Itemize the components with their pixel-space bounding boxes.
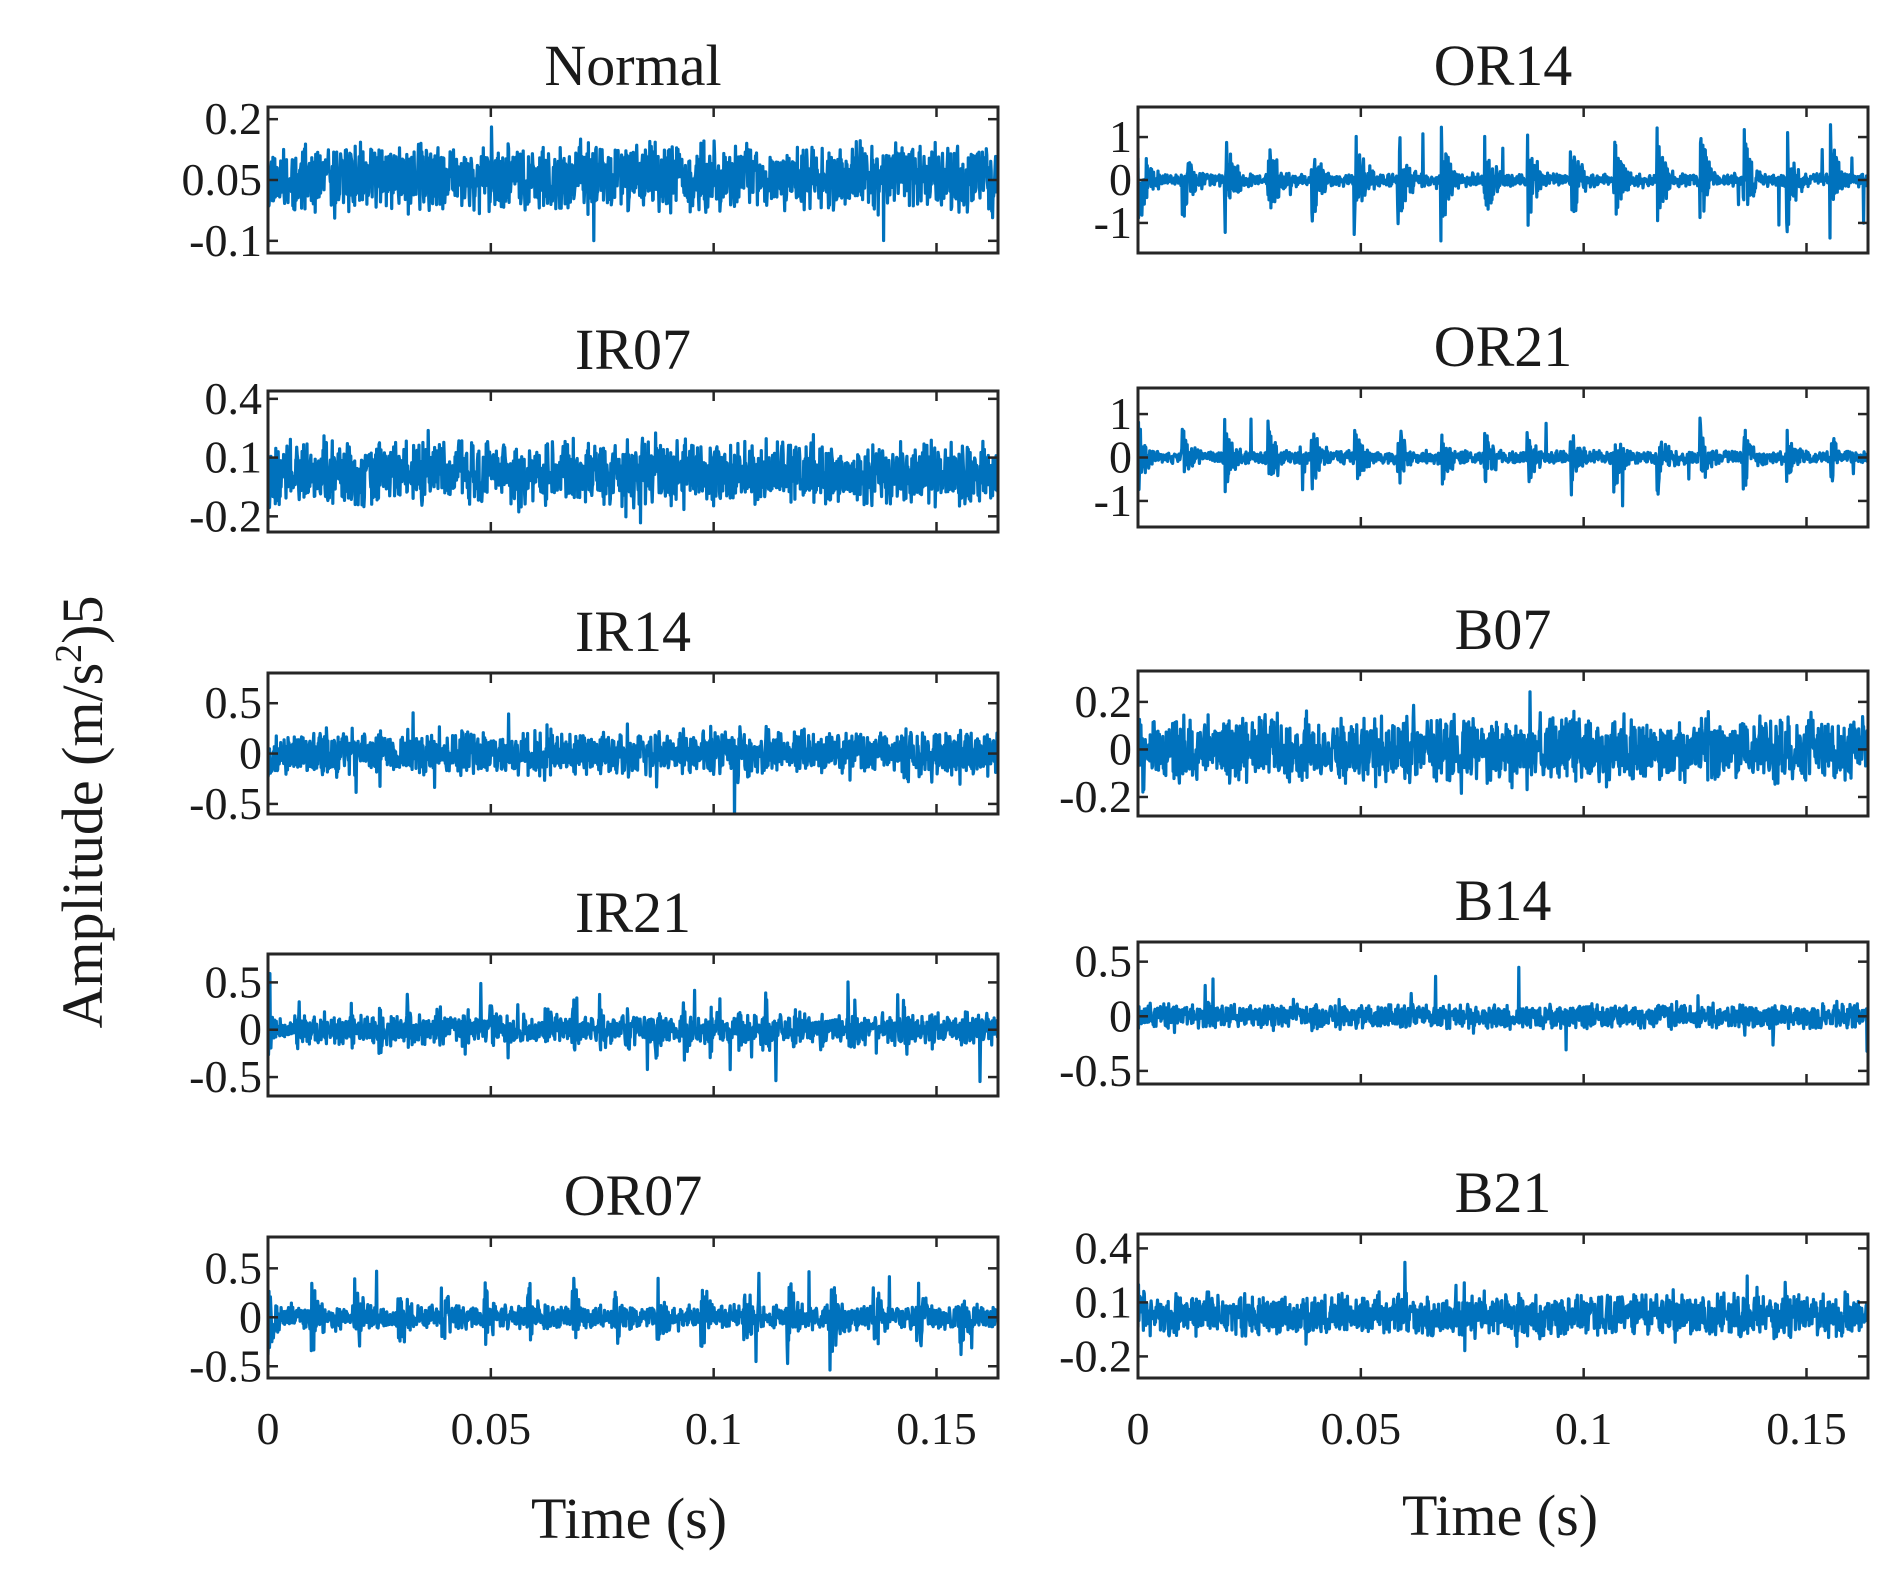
subplot-b07: B07 -0.200.2 (1059, 597, 1870, 822)
y-tick-label-or21: 1 (1109, 388, 1132, 439)
x-axis-label-right: Time (s) (1402, 1483, 1598, 1548)
panel-title-b14: B14 (1455, 868, 1552, 933)
axes-frame-ir14 (266, 671, 1000, 816)
panel-title-b07: B07 (1455, 597, 1552, 662)
y-tick-label-normal: -0.1 (189, 215, 262, 266)
signal-line-b14 (1138, 965, 1868, 1053)
signal-line-or21 (1138, 416, 1868, 508)
y-tick-label-b21: 0.4 (1075, 1222, 1133, 1273)
y-tick-label-or14: -1 (1094, 197, 1132, 248)
y-tick-label-ir07: -0.2 (189, 490, 262, 541)
x-tick-label-right: 0.15 (1766, 1403, 1847, 1454)
y-tick-label-b14: 0.5 (1075, 936, 1133, 987)
y-tick-label-b21: -0.2 (1059, 1330, 1132, 1381)
subplot-b14: B14 -0.500.5 (1059, 868, 1870, 1096)
y-tick-label-or14: 0 (1109, 154, 1132, 205)
subplot-grid: Normal-0.10.050.2IR07-0.20.10.4IR14-0.50… (182, 33, 1870, 1454)
subplot-or21: OR21 -101 (1094, 314, 1870, 529)
subplot-ir07: IR07 -0.2 0.1 0.4 (189, 317, 1000, 541)
signal-line-b07 (1138, 690, 1868, 795)
y-tick-label-ir21: 0.5 (205, 956, 263, 1007)
signal-line-or14 (1138, 123, 1868, 243)
y-tick-label-ir21: 0 (239, 1004, 262, 1055)
panel-title-normal: Normal (544, 33, 721, 98)
y-tick-label-ir14: 0 (239, 728, 262, 779)
axes-frame-ir07 (266, 389, 1000, 534)
panel-title-or07: OR07 (564, 1163, 703, 1228)
x-axis-label-left: Time (s) (531, 1486, 727, 1551)
signal-line-ir14 (268, 711, 998, 814)
subplot-b21: B21-0.20.10.40 0.05 0.1 0.15 (1059, 1160, 1870, 1454)
y-tick-label-normal: 0.2 (205, 93, 263, 144)
subplot-ir14: IR14 -0.500.5 (189, 599, 1000, 829)
x-tick-label-right: 0.1 (1555, 1403, 1613, 1454)
panel-title-or21: OR21 (1434, 314, 1573, 379)
axes-frame-ir21 (266, 952, 1000, 1098)
y-tick-label-b07: 0.2 (1075, 676, 1133, 727)
subplot-ir21: IR21 -0.500.5 (189, 880, 1000, 1102)
y-axis-label-text: Amplitude (m/s (50, 663, 115, 1029)
subplot-or14: OR14 -101 (1094, 33, 1870, 255)
subplot-or07: OR07-0.500.50 0.05 0.1 0.15 (189, 1163, 1000, 1454)
subplot-normal: Normal -0.1 0.05 0.2 (182, 33, 1000, 266)
y-tick-label-ir07: 0.4 (205, 373, 263, 424)
y-tick-label-or14: 1 (1109, 111, 1132, 162)
axes-frame-b14 (1136, 940, 1870, 1086)
y-tick-label-or07: 0 (239, 1291, 262, 1342)
y-tick-label-normal: 0.05 (182, 154, 263, 205)
signal-line-normal (268, 125, 998, 243)
y-tick-label-ir21: -0.5 (189, 1051, 262, 1102)
x-tick-label-right: 0 (1127, 1403, 1150, 1454)
y-tick-label-b14: -0.5 (1059, 1045, 1132, 1096)
y-tick-label-ir14: 0.5 (205, 677, 263, 728)
y-tick-label-b14: 0 (1109, 990, 1132, 1041)
signal-line-or07 (268, 1269, 998, 1372)
y-tick-label-ir14: -0.5 (189, 778, 262, 829)
axes-frame-b07 (1136, 669, 1870, 818)
y-axis-label-exponent: 2 (48, 644, 90, 663)
panel-title-ir21: IR21 (575, 880, 691, 945)
x-tick-label-right: 0.05 (1321, 1403, 1402, 1454)
signal-line-ir21 (268, 971, 998, 1084)
signal-line-ir07 (268, 428, 998, 525)
y-tick-label-ir07: 0.1 (205, 432, 263, 483)
axes-frame-b21 (1136, 1232, 1870, 1380)
y-tick-label-b21: 0.1 (1075, 1276, 1133, 1327)
x-tick-label-left: 0.15 (896, 1403, 977, 1454)
y-axis-label: Amplitude (m/s2)5 (48, 595, 115, 1028)
y-tick-label-b07: -0.2 (1059, 771, 1132, 822)
y-tick-label-or07: 0.5 (205, 1242, 263, 1293)
y-tick-label-or21: -1 (1094, 475, 1132, 526)
y-tick-label-or07: -0.5 (189, 1340, 262, 1391)
panel-title-b21: B21 (1455, 1160, 1552, 1225)
signal-line-b21 (1138, 1260, 1868, 1353)
y-axis-label-suffix: )5 (50, 595, 115, 643)
y-tick-label-b07: 0 (1109, 723, 1132, 774)
x-tick-label-left: 0.1 (685, 1403, 743, 1454)
y-tick-label-or21: 0 (1109, 432, 1132, 483)
panel-title-or14: OR14 (1434, 33, 1573, 98)
panel-title-ir14: IR14 (575, 599, 691, 664)
x-tick-label-left: 0 (257, 1403, 280, 1454)
axes-frame-or07 (266, 1235, 1000, 1380)
panel-title-ir07: IR07 (575, 317, 691, 382)
x-tick-label-left: 0.05 (451, 1403, 532, 1454)
